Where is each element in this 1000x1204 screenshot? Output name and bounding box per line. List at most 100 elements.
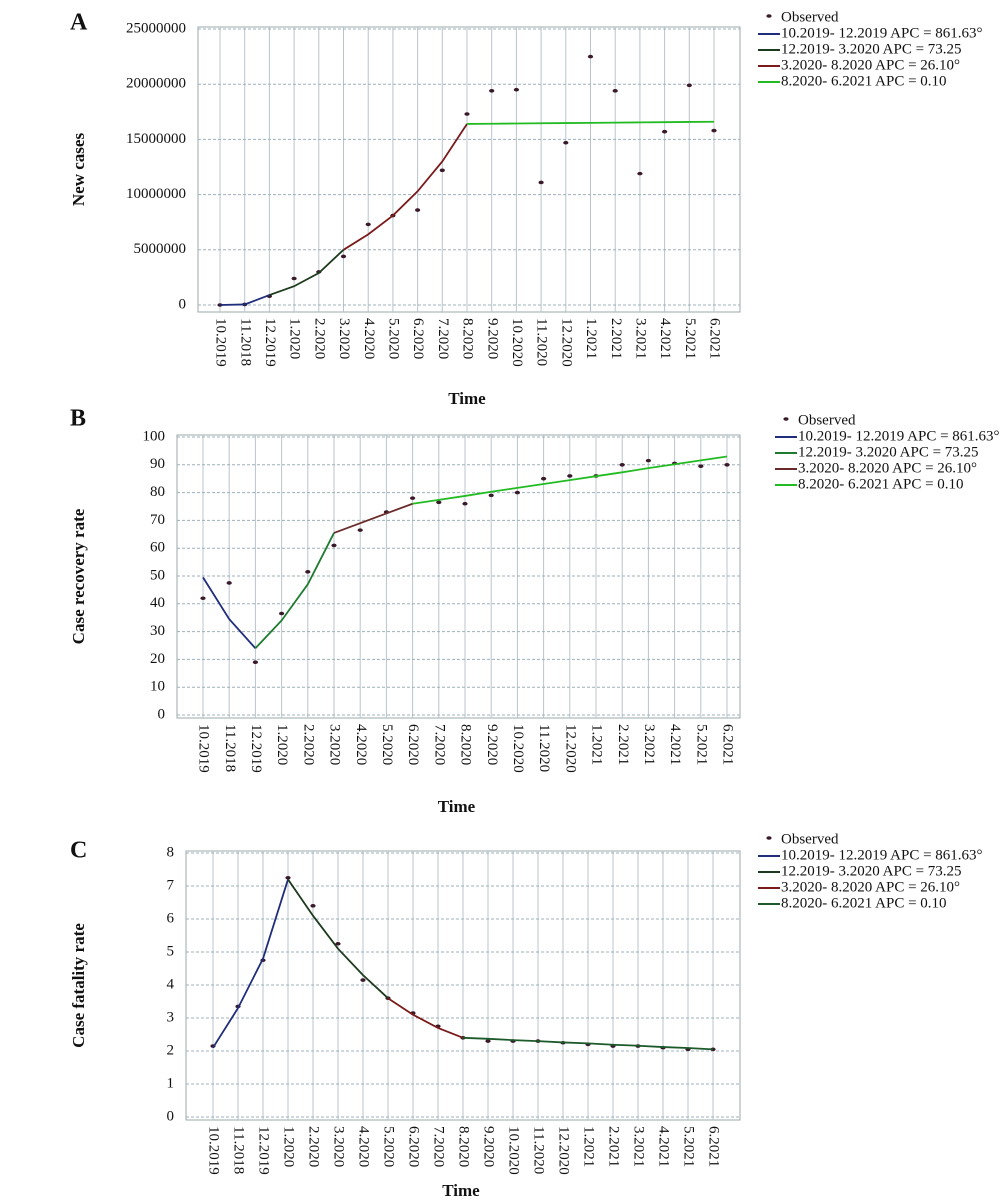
legend-label: 12.2019- 3.2020 APC = 73.25: [781, 41, 962, 57]
x-tick-label: 7.2020: [431, 724, 447, 765]
observed-point: [279, 611, 285, 616]
x-tick-label: 12.2019: [262, 318, 278, 367]
x-tick-label: 1.2021: [581, 1126, 597, 1167]
observed-point: [513, 87, 520, 92]
y-tick-label: 4: [167, 976, 175, 992]
x-tick-label: 4.2020: [353, 724, 369, 765]
observed-point: [340, 254, 347, 259]
y-tick-label: 7: [167, 877, 175, 893]
x-tick-label: 3.2021: [641, 724, 657, 765]
panel-label: A: [70, 10, 88, 36]
x-tick-label: 5.2020: [385, 318, 401, 359]
observed-point: [567, 474, 573, 478]
x-tick-label: 4.2020: [356, 1126, 372, 1167]
x-tick-label: 4.2020: [361, 318, 377, 359]
x-tick-label: 8.2020: [456, 1126, 472, 1167]
x-tick-label: 2.2021: [606, 1126, 622, 1167]
x-tick-label: 6.2020: [410, 318, 426, 359]
fitted-line: [387, 997, 464, 1039]
x-axis-title: Time: [448, 389, 486, 408]
x-tick-label: 1.2021: [589, 724, 605, 765]
x-tick-label: 2.2020: [300, 724, 316, 765]
x-tick-label: 10.2020: [506, 1126, 522, 1175]
observed-point: [563, 140, 569, 145]
observed-point: [587, 54, 594, 59]
x-tick-label: 5.2020: [381, 1126, 397, 1167]
y-tick-label: 5000000: [134, 241, 187, 257]
y-tick-label: 10: [150, 679, 165, 695]
x-tick-label: 1.2020: [287, 318, 303, 359]
legend-label: 8.2020- 6.2021 APC = 0.10: [781, 73, 947, 89]
x-tick-label: 5.2021: [681, 1126, 697, 1167]
y-tick-label: 1: [167, 1075, 175, 1091]
x-tick-label: 11.2020: [534, 318, 550, 366]
x-tick-label: 10.2019: [196, 724, 212, 773]
observed-point: [310, 904, 316, 908]
x-tick-label: 12.2020: [562, 724, 578, 773]
x-tick-label: 6.2021: [707, 318, 723, 359]
x-tick-label: 11.2018: [222, 724, 238, 772]
observed-point: [415, 208, 421, 212]
x-tick-label: 9.2020: [481, 1126, 497, 1167]
legend-label: 8.2020- 6.2021 APC = 0.10: [781, 895, 947, 911]
y-tick-label: 0: [158, 706, 166, 722]
y-tick-label: 40: [150, 595, 165, 611]
fitted-line: [333, 502, 413, 534]
fitted-line: [254, 532, 335, 649]
observed-point: [541, 476, 547, 481]
x-tick-label: 8.2020: [458, 724, 474, 765]
observed-point: [612, 89, 618, 93]
observed-point: [439, 168, 445, 173]
x-tick-label: 11.2018: [237, 318, 253, 366]
observed-point: [436, 500, 442, 505]
x-tick-label: 12.2020: [558, 318, 574, 367]
x-tick-label: 1.2020: [274, 724, 290, 765]
observed-point: [619, 463, 625, 467]
observed-point: [285, 875, 291, 880]
observed-point: [711, 128, 717, 133]
x-tick-label: 6.2021: [720, 724, 736, 765]
legend-label: 3.2020- 8.2020 APC = 26.10°: [781, 879, 960, 895]
fitted-line: [287, 878, 389, 999]
x-tick-label: 11.2020: [531, 1126, 547, 1174]
legend-marker: [766, 836, 772, 840]
x-tick-label: 5.2021: [682, 318, 698, 359]
x-tick-label: 7.2020: [435, 318, 451, 359]
panel-label: B: [70, 406, 86, 432]
observed-point: [464, 112, 470, 116]
x-tick-label: 10.2019: [206, 1126, 222, 1175]
x-axis-title: Time: [442, 1181, 480, 1200]
legend-label: 10.2019- 12.2019 APC = 861.63°: [781, 25, 983, 41]
y-axis-title: Case recovery rate: [69, 508, 88, 644]
legend-label: 8.2020- 6.2021 APC = 0.10: [798, 476, 964, 492]
legend-label: 3.2020- 8.2020 APC = 26.10°: [798, 460, 977, 476]
x-tick-label: 12.2020: [556, 1126, 572, 1175]
legend-label: Observed: [798, 412, 856, 428]
observed-point: [365, 222, 371, 227]
observed-point: [514, 490, 521, 495]
x-tick-label: 9.2020: [484, 724, 500, 765]
x-tick-label: 2.2021: [608, 318, 624, 359]
observed-point: [538, 180, 544, 185]
x-tick-label: 4.2021: [667, 724, 683, 765]
observed-point: [335, 941, 341, 946]
x-tick-label: 2.2020: [306, 1126, 322, 1167]
legend-label: 12.2019- 3.2020 APC = 73.25: [798, 444, 979, 460]
y-tick-label: 60: [150, 540, 165, 556]
observed-point: [331, 543, 337, 548]
fitted-line: [219, 294, 270, 306]
observed-point: [360, 978, 366, 982]
y-tick-label: 0: [167, 1108, 175, 1124]
x-tick-label: 6.2021: [706, 1126, 722, 1167]
observed-point: [488, 493, 494, 498]
y-tick-label: 6: [167, 910, 175, 926]
x-tick-label: 12.2019: [256, 1126, 272, 1175]
legend-label: 12.2019- 3.2020 APC = 73.25: [781, 863, 962, 879]
observed-point: [200, 596, 206, 601]
observed-point: [645, 458, 652, 463]
observed-point: [226, 581, 232, 585]
legend-label: 10.2019- 12.2019 APC = 861.63°: [781, 847, 983, 863]
fitted-line: [212, 879, 289, 1049]
fitted-line: [412, 455, 728, 505]
